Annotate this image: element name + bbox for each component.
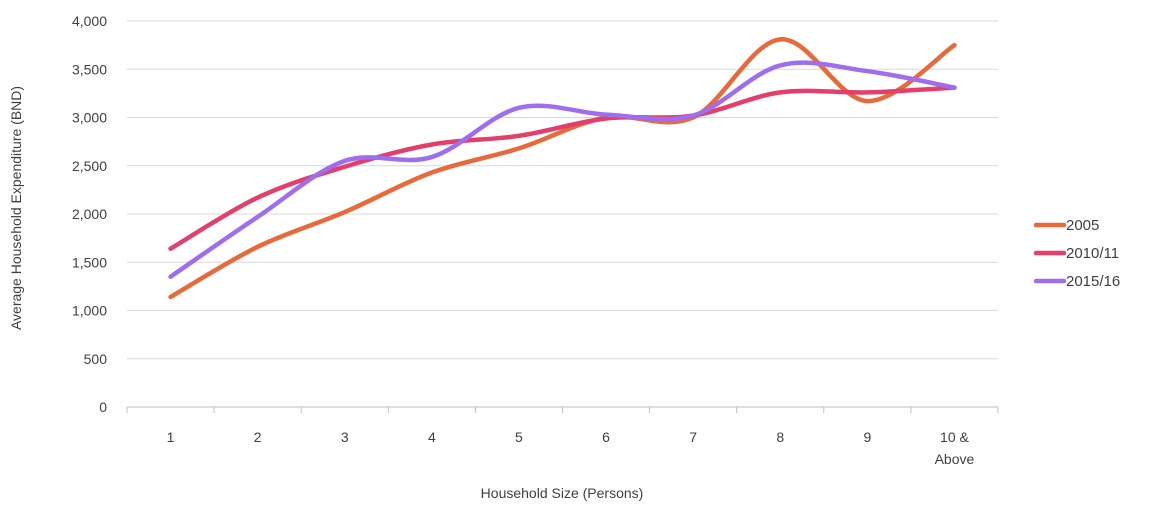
data-point xyxy=(604,116,608,120)
y-tick-label: 1,000 xyxy=(72,303,107,319)
data-point xyxy=(865,99,869,103)
x-tick-label: 3 xyxy=(341,429,349,445)
x-tick-label: 5 xyxy=(515,429,523,445)
data-point xyxy=(778,63,782,67)
data-point xyxy=(169,275,173,279)
data-point xyxy=(517,146,521,150)
x-tick-label: 7 xyxy=(689,429,697,445)
data-point xyxy=(865,90,869,94)
data-point xyxy=(952,86,956,90)
x-tick-label: 1 xyxy=(167,429,175,445)
data-point xyxy=(343,159,347,163)
y-tick-label: 3,000 xyxy=(72,110,107,126)
data-point xyxy=(343,210,347,214)
data-point xyxy=(517,134,521,138)
series-2010-11 xyxy=(168,85,957,251)
legend-label: 2015/16 xyxy=(1066,273,1120,290)
y-tick-label: 1,500 xyxy=(72,254,107,270)
axes: 0 500 1,000 1,500 2,000 2,500 3,000 3,500 4,000 1… xyxy=(72,13,999,467)
x-tick-label: 2 xyxy=(254,429,262,445)
y-tick-label: 4,000 xyxy=(72,13,107,29)
x-axis-label: Household Size (Persons) xyxy=(481,485,644,501)
y-tick-label: 2,500 xyxy=(72,158,107,174)
data-point xyxy=(256,245,260,249)
data-point xyxy=(691,114,695,118)
y-axis-label: Average Household Expenditure (BND) xyxy=(8,86,24,330)
legend-item: 2015/16 xyxy=(1033,273,1120,290)
y-tick-label: 0 xyxy=(99,399,107,415)
data-point xyxy=(517,106,521,110)
data-point xyxy=(256,196,260,200)
gridlines xyxy=(127,20,998,360)
data-point xyxy=(169,295,173,299)
legend: 2005 2010/11 2015/16 xyxy=(1033,217,1120,290)
data-point xyxy=(256,215,260,219)
x-tick-label: 4 xyxy=(428,429,436,445)
data-point xyxy=(778,37,782,41)
legend-item: 2010/11 xyxy=(1033,245,1119,262)
series-2005 xyxy=(168,37,957,300)
data-point xyxy=(865,69,869,73)
data-point xyxy=(430,155,434,159)
legend-item: 2005 xyxy=(1033,217,1099,234)
x-tick-label: 8 xyxy=(776,429,784,445)
legend-label: 2005 xyxy=(1066,217,1099,234)
data-point xyxy=(343,165,347,169)
y-tick-label: 2,000 xyxy=(72,206,107,222)
x-tick-label: 6 xyxy=(602,429,610,445)
x-tick-label: 10 & Above xyxy=(935,429,975,467)
series-line xyxy=(168,60,957,279)
series-lines xyxy=(168,37,957,300)
series-line xyxy=(168,85,957,251)
legend-label: 2010/11 xyxy=(1066,245,1119,262)
data-point xyxy=(430,171,434,175)
data-point xyxy=(778,90,782,94)
data-point xyxy=(952,43,956,47)
data-point xyxy=(430,143,434,147)
series-line xyxy=(168,37,957,300)
data-point xyxy=(604,113,608,117)
y-tick-label: 500 xyxy=(84,351,108,367)
y-tick-label: 3,500 xyxy=(72,61,107,77)
series-2015-16 xyxy=(168,60,957,279)
data-point xyxy=(169,247,173,251)
x-tick-label: 9 xyxy=(863,429,871,445)
